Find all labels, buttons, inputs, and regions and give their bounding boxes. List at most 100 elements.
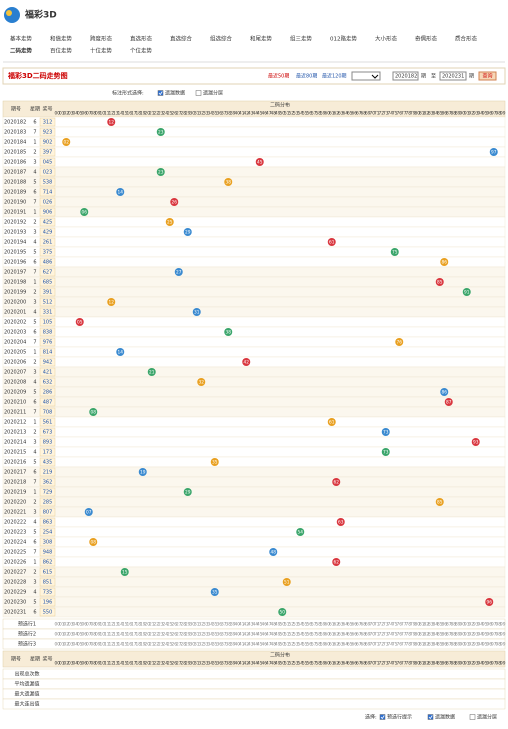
preselect-cell[interactable]: 48 [271, 632, 277, 638]
preselect-cell[interactable]: 13 [113, 642, 119, 648]
preselect-cell[interactable]: 25 [167, 622, 173, 628]
preselect-cell[interactable]: 68 [361, 642, 367, 648]
preselect-cell[interactable]: 11 [104, 622, 110, 628]
nav-link[interactable]: 个位走势 [130, 47, 153, 55]
preselect-cell[interactable]: 58 [316, 622, 322, 628]
preselect-cell[interactable]: 13 [113, 632, 119, 638]
preselect-cell[interactable]: 35 [212, 642, 218, 648]
preselect-cell[interactable]: 01 [59, 642, 65, 648]
preselect-cell[interactable]: 35 [212, 622, 218, 628]
preselect-cell[interactable]: 82 [424, 632, 430, 638]
preselect-cell[interactable]: 73 [383, 642, 389, 648]
preselect-cell[interactable]: 07 [86, 632, 92, 638]
preselect-cell[interactable]: 81 [419, 632, 425, 638]
preselect-cell[interactable]: 04 [73, 622, 79, 628]
preselect-cell[interactable]: 91 [464, 622, 470, 628]
preselect-cell[interactable]: 06 [82, 642, 88, 648]
preselect-cell[interactable]: 97 [491, 622, 497, 628]
preselect-cell[interactable]: 16 [127, 632, 133, 638]
preselect-cell[interactable]: 31 [194, 632, 200, 638]
preselect-cell[interactable]: 98 [496, 622, 502, 628]
preselect-cell[interactable]: 51 [284, 632, 290, 638]
preselect-cell[interactable]: 62 [334, 632, 340, 638]
preselect-cell[interactable]: 44 [253, 632, 259, 638]
preselect-cell[interactable]: 63 [338, 632, 344, 638]
preselect-cell[interactable]: 18 [136, 642, 142, 648]
preselect-cell[interactable]: 50 [280, 632, 286, 638]
preselect-cell[interactable]: 43 [248, 632, 254, 638]
preselect-cell[interactable]: 58 [316, 642, 322, 648]
nav-link[interactable]: 奇偶形态 [415, 35, 438, 43]
preselect-cell[interactable]: 74 [388, 642, 394, 648]
preselect-cell[interactable]: 38 [226, 632, 232, 638]
preselect-cell[interactable]: 72 [379, 642, 385, 648]
preselect-cell[interactable]: 31 [194, 622, 200, 628]
nav-link[interactable]: 十位走势 [90, 47, 113, 55]
preselect-cell[interactable]: 88 [451, 622, 457, 628]
preselect-cell[interactable]: 73 [383, 622, 389, 628]
nav-link[interactable]: 和值走势 [50, 35, 73, 43]
nav-link[interactable]: 组选综合 [210, 35, 233, 43]
preselect-cell[interactable]: 06 [82, 632, 88, 638]
preselect-cell[interactable]: 76 [397, 632, 403, 638]
preselect-cell[interactable]: 07 [86, 642, 92, 648]
nav-link[interactable]: 组三走势 [290, 35, 313, 43]
preselect-cell[interactable]: 20 [145, 622, 151, 628]
preselect-cell[interactable]: 96 [487, 642, 493, 648]
preselect-cell[interactable]: 26 [172, 642, 178, 648]
nav-link[interactable]: 和尾走势 [250, 35, 273, 43]
preselect-cell[interactable]: 49 [275, 622, 281, 628]
preselect-cell[interactable]: 42 [244, 632, 250, 638]
preselect-cell[interactable]: 28 [181, 642, 187, 648]
preselect-cell[interactable]: 39 [230, 622, 236, 628]
preselect-cell[interactable]: 12 [109, 642, 115, 648]
preselect-cell[interactable]: 95 [482, 632, 488, 638]
preselect-cell[interactable]: 86 [442, 632, 448, 638]
preselect-cell[interactable]: 24 [163, 622, 169, 628]
preselect-cell[interactable]: 87 [446, 632, 452, 638]
to-input[interactable] [439, 71, 467, 81]
preselect-cell[interactable]: 85 [437, 622, 443, 628]
option-checkbox[interactable] [157, 90, 164, 96]
preselect-cell[interactable]: 98 [496, 632, 502, 638]
preselect-cell[interactable]: 99 [500, 642, 506, 648]
preselect-cell[interactable]: 52 [289, 642, 295, 648]
preselect-cell[interactable]: 47 [266, 642, 272, 648]
preselect-cell[interactable]: 39 [230, 632, 236, 638]
preselect-cell[interactable]: 85 [437, 642, 443, 648]
preselect-cell[interactable]: 40 [235, 632, 241, 638]
preselect-cell[interactable]: 22 [154, 622, 160, 628]
preselect-cell[interactable]: 33 [203, 642, 209, 648]
preselect-cell[interactable]: 55 [302, 632, 308, 638]
preselect-cell[interactable]: 74 [388, 632, 394, 638]
preselect-cell[interactable]: 26 [172, 632, 178, 638]
preselect-cell[interactable]: 65 [347, 632, 353, 638]
preselect-cell[interactable]: 79 [410, 632, 416, 638]
preselect-cell[interactable]: 22 [154, 632, 160, 638]
preselect-cell[interactable]: 36 [217, 622, 223, 628]
preselect-cell[interactable]: 77 [401, 632, 407, 638]
preselect-cell[interactable]: 96 [487, 632, 493, 638]
preselect-cell[interactable]: 11 [104, 642, 110, 648]
preselect-cell[interactable]: 66 [352, 642, 358, 648]
preselect-cell[interactable]: 93 [473, 632, 479, 638]
preselect-cell[interactable]: 72 [379, 622, 385, 628]
recent-link[interactable]: 最近50期 [268, 73, 289, 80]
preselect-cell[interactable]: 69 [365, 622, 371, 628]
preselect-cell[interactable]: 96 [487, 622, 493, 628]
preselect-cell[interactable]: 90 [460, 632, 466, 638]
preselect-cell[interactable]: 64 [343, 642, 349, 648]
preselect-cell[interactable]: 45 [257, 632, 263, 638]
preselect-cell[interactable]: 49 [275, 642, 281, 648]
preselect-cell[interactable]: 50 [280, 642, 286, 648]
preselect-cell[interactable]: 19 [140, 642, 146, 648]
preselect-cell[interactable]: 46 [262, 632, 268, 638]
from-input[interactable] [392, 71, 419, 81]
preselect-cell[interactable]: 78 [406, 622, 412, 628]
preselect-cell[interactable]: 40 [235, 622, 241, 628]
period-select[interactable] [351, 71, 381, 81]
preselect-cell[interactable]: 84 [433, 622, 439, 628]
preselect-cell[interactable]: 75 [392, 622, 398, 628]
preselect-cell[interactable]: 55 [302, 642, 308, 648]
preselect-cell[interactable]: 41 [239, 622, 245, 628]
